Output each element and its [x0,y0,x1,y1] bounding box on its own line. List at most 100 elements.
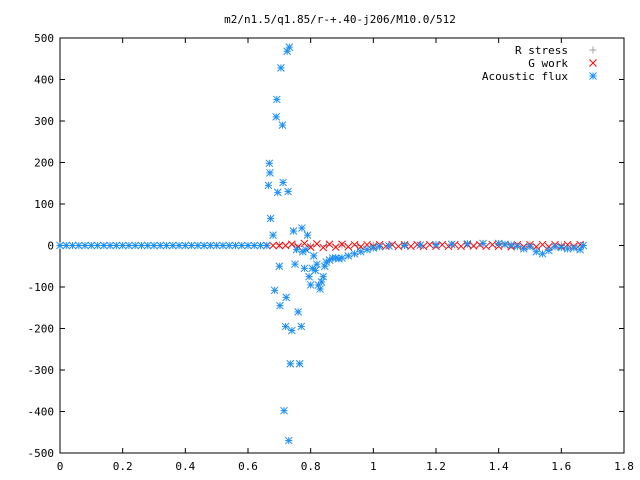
data-point [288,326,296,335]
legend-marker [589,46,597,54]
data-point [300,264,309,273]
data-point [294,308,302,316]
data-point [266,169,274,177]
data-point [277,64,285,72]
data-point [302,245,310,254]
data-point [338,254,346,262]
data-point [156,241,165,250]
data-point [331,243,340,252]
data-point [291,260,299,269]
data-point [532,247,541,256]
data-point [279,178,287,187]
legend-label: R stress [515,44,568,57]
data-point [319,272,328,281]
x-tick-label: 1.4 [489,460,509,473]
data-point [350,249,359,258]
data-point [306,281,315,289]
data-point [225,241,234,250]
data-point [62,241,71,250]
data-point [137,241,146,250]
data-point [265,159,274,168]
y-tick-label: -500 [28,447,55,460]
data-point [407,242,415,251]
data-point [93,241,102,250]
data-point [313,260,321,269]
x-tick-label: 1.8 [614,460,634,473]
data-point [81,241,89,250]
data-point [519,244,528,253]
data-point [200,241,208,250]
data-point [307,242,315,250]
legend-label: G work [528,57,568,70]
data-point [295,359,304,368]
data-point [278,121,287,130]
data-point [297,322,306,331]
data-point [131,241,140,250]
data-point [513,242,522,251]
data-point [275,241,284,250]
data-point [175,241,183,250]
data-point [488,240,497,249]
data-point [275,262,284,271]
data-point [298,224,306,232]
data-point [338,241,346,249]
data-point [106,241,114,250]
data-point [576,245,584,254]
data-point [375,242,384,251]
data-point [87,241,96,250]
data-point [181,241,190,250]
data-point [356,247,365,256]
y-tick-label: -400 [28,406,55,419]
data-point [385,242,393,250]
x-tick-label: 0 [57,460,64,473]
y-tick-label: 400 [34,74,54,87]
data-point [276,301,284,310]
y-tick-label: 300 [34,115,54,128]
data-point [68,241,77,250]
data-point [112,241,121,250]
data-point [447,240,456,249]
data-point [479,239,487,248]
data-point [319,243,328,252]
data-point [231,241,240,250]
axis-ticks: 0 0.2 0.4 0.6 0.8 1 1.2 1.4 1.6 1.8 -500 -400 -300 -2… [28,32,634,473]
data-point [494,239,503,248]
x-tick-label: 0.2 [113,460,133,473]
data-point [469,242,478,250]
data-point [338,240,346,249]
y-tick-label: 0 [47,240,54,253]
data-point [557,243,566,252]
data-point [538,240,547,249]
data-point [264,181,273,190]
legend-marker [589,72,597,80]
data-point [270,286,279,295]
data-point [350,240,359,249]
data-point [250,241,259,250]
x-tick-label: 0.4 [175,460,195,473]
data-point [416,241,425,249]
data-point [544,246,553,255]
data-point [309,252,318,260]
legend-marker [589,59,597,67]
data-point [272,95,281,104]
data-point [272,112,281,121]
x-tick-label: 1 [370,460,377,473]
data-point [344,242,353,251]
data-point [275,241,283,249]
data-point [100,241,108,250]
data-point [162,241,171,250]
data-point [501,240,509,249]
data-point [325,240,334,249]
x-tick-label: 0.6 [238,460,258,473]
data-point [256,241,265,250]
data-point [311,266,320,275]
data-point [56,241,64,250]
x-tick-label: 0.8 [301,460,321,473]
data-point [244,241,252,250]
legend-label: Acoustic flux [482,70,568,83]
data-point [363,245,371,254]
chart-title: m2/n1.5/q1.85/r-+.40-j206/M10.0/512 [224,13,456,26]
data-point [143,241,152,250]
data-point [285,43,294,51]
data-point [344,252,353,260]
